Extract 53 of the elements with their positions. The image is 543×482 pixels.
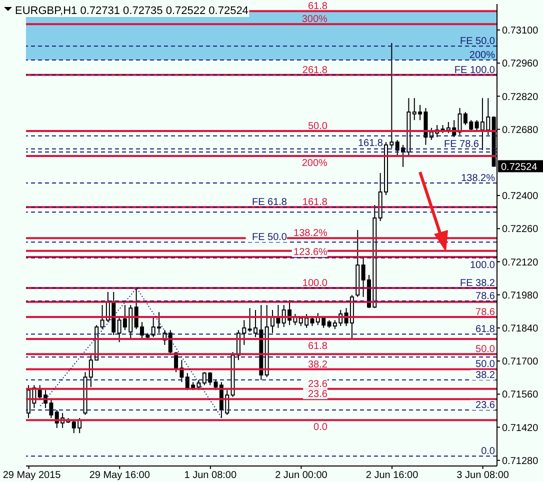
- x-tick-label: 3 Jun 08:00: [456, 470, 510, 481]
- y-tick-label: 0.71980: [502, 290, 539, 302]
- y-tick-label: 0.72260: [502, 224, 539, 236]
- x-tick-label: 2 Jun 16:00: [366, 470, 419, 481]
- y-tick-label: 0.71700: [502, 356, 539, 368]
- y-tick-label: 0.72820: [502, 92, 539, 103]
- x-tick-label: 29 May 16:00: [89, 470, 150, 481]
- annotation: 123.6%: [294, 246, 328, 258]
- y-tick-label: 0.71840: [502, 323, 539, 334]
- annotation: 61.8: [476, 324, 496, 336]
- annotation: 23.6: [308, 378, 328, 390]
- x-tick-label: 1 Jun 08:00: [184, 470, 237, 481]
- x-tick-label: 29 May 2015: [2, 470, 62, 481]
- text: 0.72524: [501, 162, 538, 174]
- y-tick-label: 0.72960: [502, 58, 539, 70]
- annotation: 78.6: [476, 290, 496, 302]
- annotation: 138.2%: [461, 172, 496, 184]
- annotation: FE 38.2: [460, 278, 496, 289]
- annotation: 50.0: [476, 359, 496, 370]
- annotation: 50.0: [308, 120, 328, 132]
- annotation: 0.0: [481, 446, 496, 458]
- y-tick-label: 0.71280: [502, 456, 539, 467]
- annotation: 38.2: [308, 359, 328, 370]
- y-tick-label: 0.72680: [502, 124, 539, 136]
- y-tick-label: 0.71560: [502, 390, 539, 401]
- x-tick-label: 2 Jun 00:00: [275, 470, 328, 481]
- y-tick-label: 0.72120: [502, 257, 539, 268]
- annotation: 100.0: [470, 260, 496, 271]
- annotation: 100.0: [302, 278, 328, 289]
- y-tick-label: 0.73100: [502, 26, 539, 37]
- annotation: 38.2: [476, 370, 496, 381]
- annotation: 161.8: [358, 138, 384, 149]
- annotation: 0.0: [314, 422, 328, 434]
- annotation: FE 100.0: [454, 64, 496, 76]
- annotation: 300%: [302, 14, 328, 26]
- annotation: 78.6: [476, 307, 496, 318]
- annotation: 161.8: [302, 197, 328, 208]
- annotation: 23.6: [308, 389, 328, 400]
- annotation: FE 78.6: [444, 138, 480, 150]
- annotation: 61.8: [308, 1, 328, 12]
- annotation: 50.0: [476, 344, 496, 356]
- annotation: 23.6: [476, 400, 496, 411]
- annotation: 138.2%: [294, 228, 328, 240]
- annotation: 200%: [302, 158, 328, 170]
- annotation: 261.8: [302, 64, 328, 76]
- annotation: FE 61.8: [252, 197, 288, 208]
- chart-title: EURGBP,H1 0.72731 0.72735 0.72522 0.72524: [15, 5, 248, 17]
- y-tick-label: 0.72400: [502, 191, 539, 202]
- annotation: FE 50.0: [460, 36, 496, 48]
- y-tick-label: 0.71420: [502, 422, 539, 434]
- annotation: 200%: [469, 50, 496, 62]
- annotation: 61.8: [308, 341, 328, 352]
- annotation: FE 50.0: [252, 232, 288, 244]
